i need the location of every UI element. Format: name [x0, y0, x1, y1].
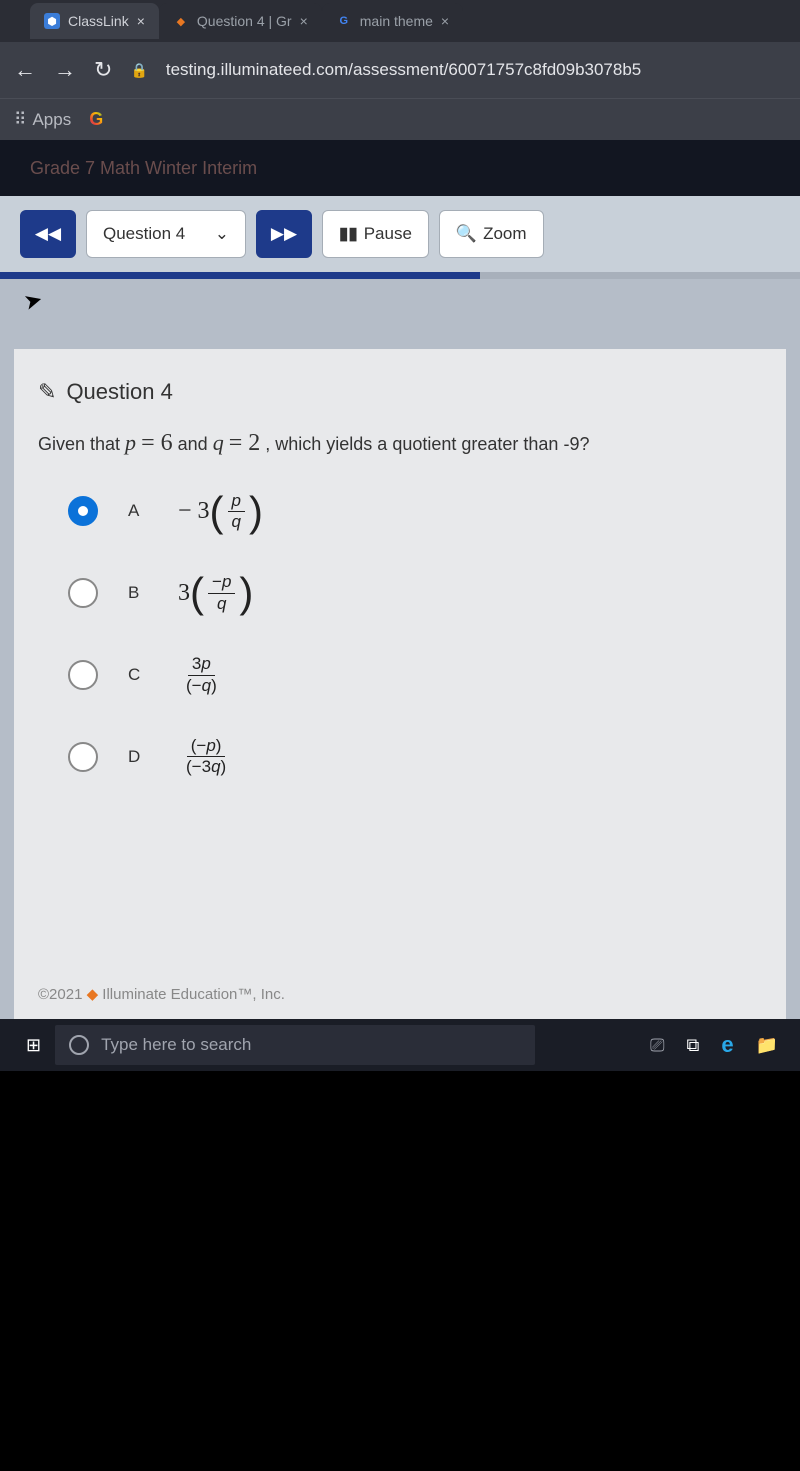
question-prompt: Given that p = 6 and q = 2 , which yield… [38, 427, 762, 461]
double-left-icon: ◀◀ [35, 224, 61, 244]
file-explorer-icon[interactable]: 📁 [756, 1035, 778, 1056]
zoom-button[interactable]: 🔍 Zoom [439, 210, 544, 258]
start-button[interactable]: ⊞ [12, 1035, 55, 1056]
double-right-icon: ▶▶ [271, 224, 297, 244]
windows-taskbar: ⊞ Type here to search ⎚ ⧉ e 📁 [0, 1019, 800, 1071]
tab-classlink[interactable]: ⬢ ClassLink × [30, 3, 159, 39]
answer-letter: A [128, 501, 148, 521]
illuminate-logo-icon: ◆ [87, 986, 103, 1003]
question-selector-label: Question 4 [103, 224, 185, 244]
question-title: ✎ Question 4 [38, 379, 762, 405]
chevron-down-icon: ⌄ [215, 224, 229, 244]
answer-letter: C [128, 665, 148, 685]
radio-a[interactable] [68, 496, 98, 526]
close-icon[interactable]: × [441, 13, 449, 29]
taskbar-search[interactable]: Type here to search [55, 1025, 535, 1065]
search-circle-icon [69, 1035, 89, 1055]
reload-button[interactable]: ↻ [94, 57, 112, 83]
footer: ©2021 ◆ Illuminate Education™, Inc. [14, 969, 786, 1019]
google-bookmark[interactable]: G [89, 109, 103, 130]
tab-question[interactable]: ◆ Question 4 | Gr × [159, 3, 322, 39]
g-favicon: G [336, 13, 352, 29]
answer-option-c[interactable]: C 3p(−q) [68, 654, 762, 696]
answer-option-a[interactable]: A − 3 (pq) [68, 491, 762, 533]
zoom-label: Zoom [483, 224, 526, 244]
apps-button[interactable]: ⠿ Apps [14, 110, 71, 130]
assessment-header: Grade 7 Math Winter Interim [0, 140, 800, 196]
question-selector[interactable]: Question 4 ⌄ [86, 210, 246, 258]
forward-button[interactable]: → [54, 57, 76, 83]
answer-expression-c: 3p(−q) [178, 654, 225, 696]
content-area: ✎ Question 4 Given that p = 6 and q = 2 … [0, 279, 800, 1019]
tab-title: Question 4 | Gr [197, 13, 292, 29]
edge-icon[interactable]: e [721, 1032, 733, 1058]
answer-expression-a: − 3 (pq) [178, 491, 263, 533]
apps-label: Apps [32, 110, 71, 130]
tab-title: ClassLink [68, 13, 129, 29]
tab-strip: ⬢ ClassLink × ◆ Question 4 | Gr × G main… [0, 0, 800, 42]
cortana-icon[interactable]: ⎚ [650, 1035, 664, 1056]
search-placeholder: Type here to search [101, 1035, 251, 1055]
copyright: ©2021 [38, 986, 82, 1003]
question-card: ✎ Question 4 Given that p = 6 and q = 2 … [14, 349, 786, 969]
tab-theme[interactable]: G main theme × [322, 3, 463, 39]
progress-fill [0, 272, 480, 279]
answer-expression-b: 3 (−pq) [178, 572, 253, 614]
company-name: Illuminate Education™, Inc. [102, 986, 285, 1003]
radio-c[interactable] [68, 660, 98, 690]
radio-d[interactable] [68, 742, 98, 772]
nav-bar: ← → ↻ 🔒 testing.illuminateed.com/assessm… [0, 42, 800, 98]
next-question-button[interactable]: ▶▶ [256, 210, 312, 258]
toolbar: ◀◀ Question 4 ⌄ ▶▶ ▮▮ Pause 🔍 Zoom [0, 196, 800, 272]
taskbar-icons: ⎚ ⧉ e 📁 [650, 1032, 788, 1058]
answer-letter: B [128, 583, 148, 603]
answer-option-b[interactable]: B 3 (−pq) [68, 572, 762, 614]
lock-icon: 🔒 [130, 62, 147, 79]
zoom-icon: 🔍 [456, 224, 477, 244]
answer-letter: D [128, 747, 148, 767]
tab-title: main theme [360, 13, 433, 29]
classlink-favicon: ⬢ [44, 13, 60, 29]
pencil-icon: ✎ [38, 379, 56, 405]
url-bar[interactable]: testing.illuminateed.com/assessment/6007… [166, 60, 641, 80]
pause-label: Pause [364, 224, 412, 244]
assessment-title: Grade 7 Math Winter Interim [30, 158, 257, 179]
question-number: Question 4 [66, 379, 172, 405]
close-icon[interactable]: × [137, 13, 145, 29]
answer-option-d[interactable]: D (−p)(−3q) [68, 736, 762, 778]
browser-chrome: ⬢ ClassLink × ◆ Question 4 | Gr × G main… [0, 0, 800, 140]
bookmark-bar: ⠿ Apps G [0, 98, 800, 140]
progress-bar [0, 272, 800, 279]
radio-b[interactable] [68, 578, 98, 608]
apps-grid-icon: ⠿ [14, 110, 26, 130]
pause-button[interactable]: ▮▮ Pause [322, 210, 429, 258]
illuminate-favicon: ◆ [173, 13, 189, 29]
task-view-icon[interactable]: ⧉ [686, 1035, 699, 1056]
back-button[interactable]: ← [14, 57, 36, 83]
prev-question-button[interactable]: ◀◀ [20, 210, 76, 258]
answer-expression-d: (−p)(−3q) [178, 736, 234, 778]
close-icon[interactable]: × [300, 13, 308, 29]
pause-icon: ▮▮ [339, 224, 358, 244]
answer-list: A − 3 (pq) B 3 (−pq) C 3p(−q) [38, 491, 762, 778]
